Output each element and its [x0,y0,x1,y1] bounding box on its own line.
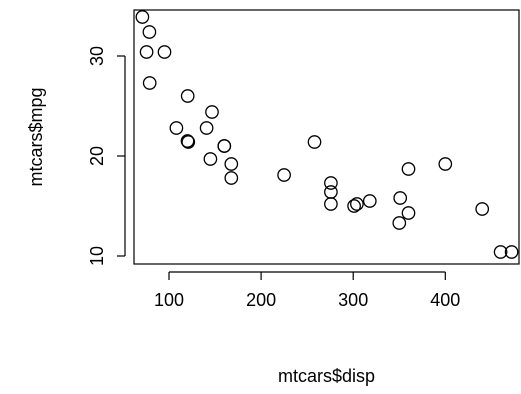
data-point [157,45,172,59]
data-point [205,105,219,119]
data-point [504,245,519,259]
points-layer [135,10,519,259]
data-point [169,121,184,135]
data-point [135,10,150,24]
x-tick-label: 200 [246,290,276,310]
x-tick-label: 100 [154,290,184,310]
data-point [277,168,291,182]
data-point [324,197,338,211]
data-point [224,171,239,185]
data-point [224,157,239,171]
data-point [307,135,322,149]
data-point [393,191,408,205]
x-tick-label: 400 [430,290,460,310]
data-point [139,45,154,59]
data-point [181,135,196,149]
data-point [203,152,218,166]
data-point [324,176,338,190]
plot-frame [133,9,520,265]
data-point [438,157,453,171]
y-tick-label: 20 [87,146,107,166]
y-axis-title: mtcars$mpg [26,87,46,186]
data-point [350,197,364,211]
data-point [217,139,232,153]
data-point [142,25,157,39]
y-axis: 10 20 30 [87,46,126,266]
data-point [347,199,361,213]
x-axis-title: mtcars$disp [278,366,375,386]
data-point [392,216,407,230]
y-tick-label: 10 [87,246,107,266]
data-point [199,121,214,135]
data-point [493,245,508,259]
data-point [142,76,157,90]
y-tick-label: 30 [87,46,107,66]
data-point [475,202,490,216]
data-point [180,134,195,148]
x-tick-label: 300 [338,290,368,310]
data-point [401,206,416,220]
data-point [401,162,416,176]
data-point [362,194,377,208]
x-axis: 100 200 300 400 [154,271,460,310]
data-point [180,89,195,103]
